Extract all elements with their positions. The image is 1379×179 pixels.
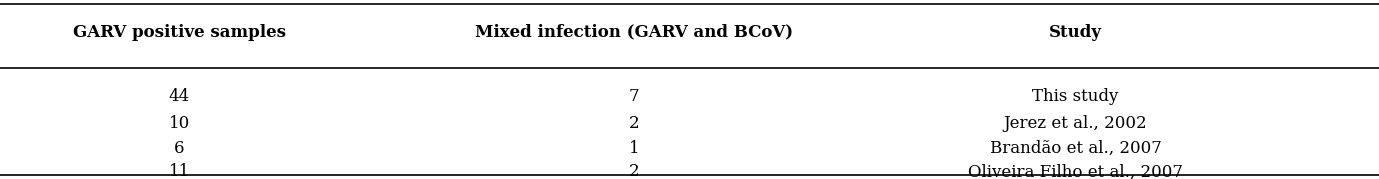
Text: 2: 2 (629, 115, 640, 132)
Text: Brandão et al., 2007: Brandão et al., 2007 (990, 140, 1161, 157)
Text: 6: 6 (174, 140, 185, 157)
Text: Study: Study (1049, 24, 1102, 41)
Text: 10: 10 (168, 115, 190, 132)
Text: 44: 44 (168, 88, 190, 105)
Text: 11: 11 (168, 163, 190, 179)
Text: GARV positive samples: GARV positive samples (73, 24, 285, 41)
Text: Mixed infection (GARV and BCoV): Mixed infection (GARV and BCoV) (476, 24, 793, 41)
Text: Jerez et al., 2002: Jerez et al., 2002 (1004, 115, 1147, 132)
Text: 7: 7 (629, 88, 640, 105)
Text: Oliveira Filho et al., 2007: Oliveira Filho et al., 2007 (968, 163, 1183, 179)
Text: 1: 1 (629, 140, 640, 157)
Text: 2: 2 (629, 163, 640, 179)
Text: This study: This study (1033, 88, 1118, 105)
